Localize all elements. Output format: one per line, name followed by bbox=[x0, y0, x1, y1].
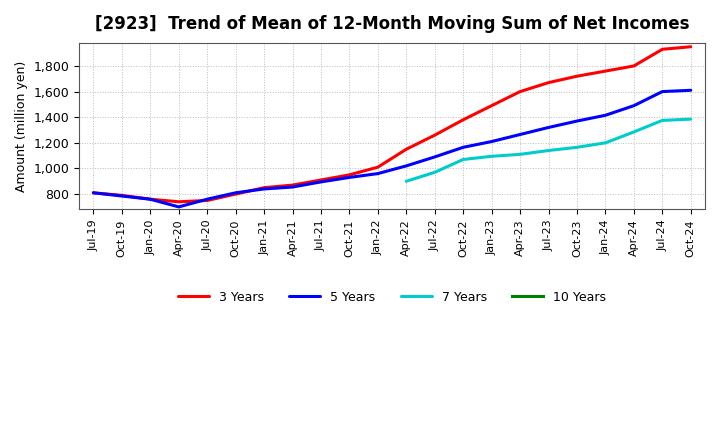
5 Years bbox=[658, 89, 667, 94]
Y-axis label: Amount (million yen): Amount (million yen) bbox=[15, 61, 28, 192]
3 Years bbox=[431, 132, 439, 138]
7 Years bbox=[431, 170, 439, 175]
3 Years bbox=[374, 165, 382, 170]
3 Years bbox=[260, 185, 269, 191]
3 Years bbox=[601, 69, 610, 74]
3 Years bbox=[544, 80, 553, 85]
5 Years bbox=[487, 139, 496, 144]
3 Years bbox=[317, 177, 325, 183]
5 Years bbox=[686, 88, 695, 93]
3 Years bbox=[174, 199, 183, 205]
5 Years bbox=[260, 186, 269, 191]
5 Years bbox=[231, 190, 240, 195]
7 Years bbox=[487, 154, 496, 159]
3 Years bbox=[203, 198, 212, 203]
7 Years bbox=[572, 145, 581, 150]
7 Years bbox=[459, 157, 467, 162]
5 Years bbox=[374, 171, 382, 176]
3 Years bbox=[487, 103, 496, 108]
5 Years bbox=[629, 103, 638, 108]
5 Years bbox=[146, 197, 155, 202]
7 Years bbox=[516, 152, 524, 157]
5 Years bbox=[402, 163, 410, 169]
5 Years bbox=[117, 193, 126, 198]
5 Years bbox=[601, 113, 610, 118]
5 Years bbox=[431, 154, 439, 160]
5 Years bbox=[288, 184, 297, 190]
5 Years bbox=[345, 175, 354, 180]
3 Years bbox=[89, 190, 98, 195]
3 Years bbox=[629, 63, 638, 69]
3 Years bbox=[231, 191, 240, 197]
3 Years bbox=[288, 183, 297, 188]
3 Years bbox=[658, 47, 667, 52]
5 Years bbox=[459, 145, 467, 150]
3 Years bbox=[146, 197, 155, 202]
3 Years bbox=[572, 73, 581, 79]
Line: 3 Years: 3 Years bbox=[94, 47, 690, 202]
Line: 5 Years: 5 Years bbox=[94, 90, 690, 207]
Legend: 3 Years, 5 Years, 7 Years, 10 Years: 3 Years, 5 Years, 7 Years, 10 Years bbox=[173, 286, 611, 309]
3 Years bbox=[345, 172, 354, 177]
7 Years bbox=[629, 129, 638, 135]
Line: 7 Years: 7 Years bbox=[406, 119, 690, 181]
5 Years bbox=[516, 132, 524, 137]
7 Years bbox=[544, 148, 553, 153]
5 Years bbox=[544, 125, 553, 130]
5 Years bbox=[174, 204, 183, 209]
5 Years bbox=[572, 118, 581, 124]
3 Years bbox=[686, 44, 695, 49]
5 Years bbox=[89, 190, 98, 195]
7 Years bbox=[402, 179, 410, 184]
5 Years bbox=[203, 197, 212, 202]
3 Years bbox=[516, 89, 524, 94]
5 Years bbox=[317, 179, 325, 184]
7 Years bbox=[658, 118, 667, 123]
3 Years bbox=[402, 147, 410, 152]
Title: [2923]  Trend of Mean of 12-Month Moving Sum of Net Incomes: [2923] Trend of Mean of 12-Month Moving … bbox=[95, 15, 689, 33]
3 Years bbox=[459, 117, 467, 122]
3 Years bbox=[117, 193, 126, 198]
7 Years bbox=[686, 117, 695, 122]
7 Years bbox=[601, 140, 610, 146]
